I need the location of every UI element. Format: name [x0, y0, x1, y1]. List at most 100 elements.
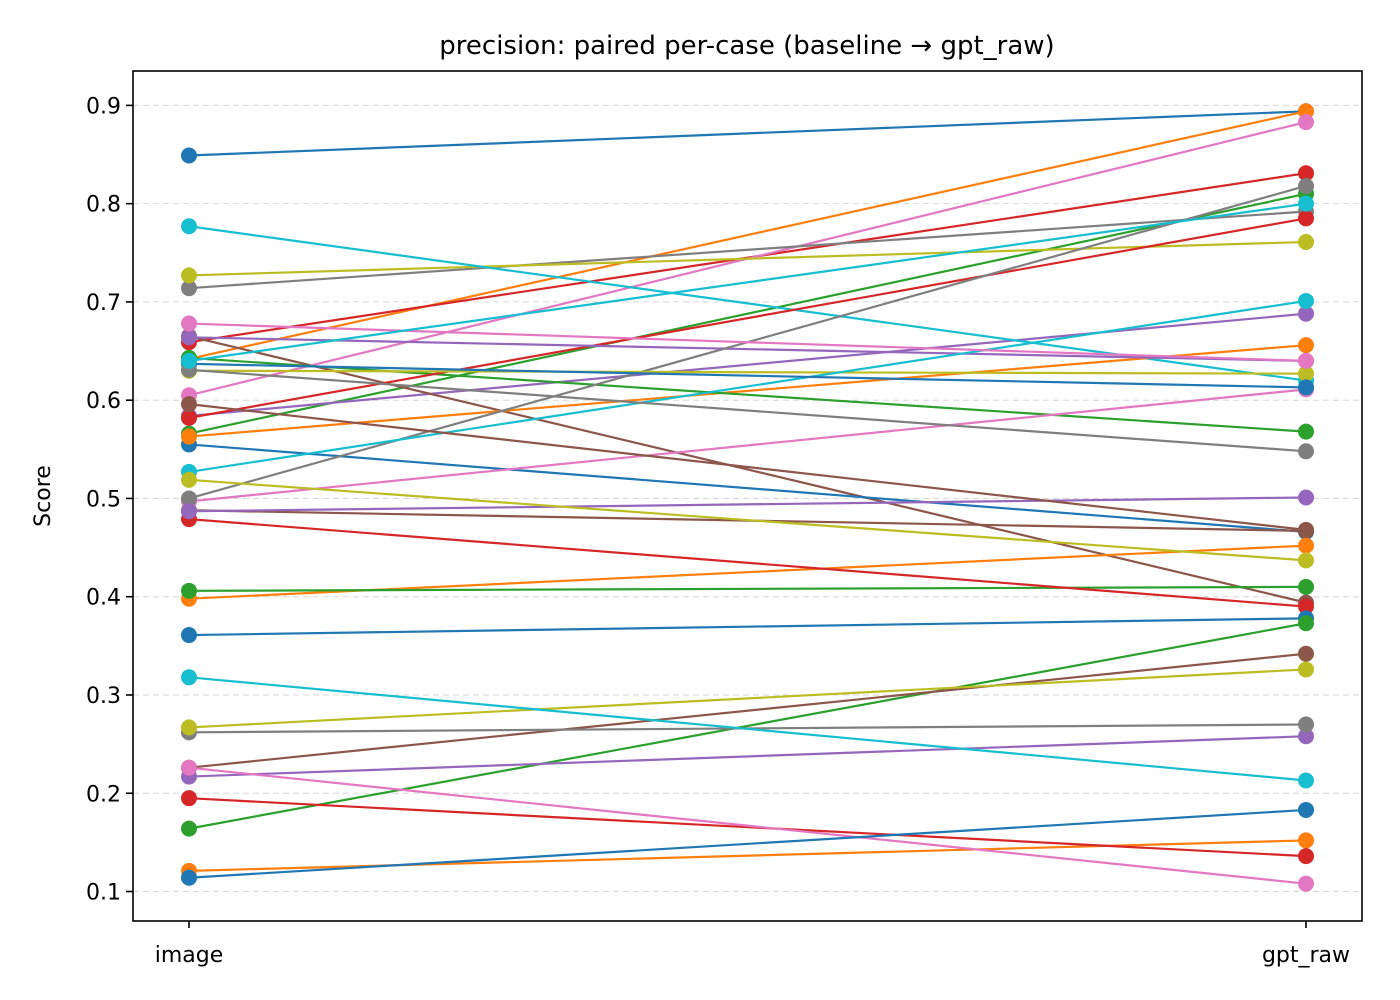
series-line	[188, 388, 1307, 503]
data-point	[1298, 521, 1314, 538]
series-line	[188, 217, 1307, 419]
series-10	[181, 218, 1314, 389]
data-point	[181, 790, 197, 807]
axes-layer: 0.1 0.2 0.3 0.4 0.5 0.6 0.7 0.8 0.9 image gpt_raw	[86, 94, 1350, 968]
x-tick-label: gpt_raw	[1262, 943, 1350, 968]
data-point	[1298, 537, 1314, 554]
plot-frame	[132, 70, 1363, 922]
series-31	[181, 610, 1314, 644]
series-27	[181, 315, 1314, 369]
series-line	[188, 496, 1307, 513]
y-tick-label: 0.1	[86, 881, 121, 906]
data-point	[181, 267, 197, 284]
series-line	[188, 668, 1307, 729]
series-25	[181, 489, 1314, 520]
series-line	[188, 368, 1307, 453]
series-35	[181, 728, 1314, 785]
series-29	[181, 471, 1314, 569]
data-point	[1298, 728, 1314, 745]
data-point	[1298, 379, 1314, 396]
series-33	[181, 615, 1314, 837]
series-line	[188, 336, 1307, 362]
series-line	[188, 192, 1307, 435]
series-line	[188, 652, 1307, 769]
series-13	[181, 349, 1314, 440]
data-point	[181, 669, 197, 686]
data-point	[181, 218, 197, 235]
data-point	[1298, 305, 1314, 322]
data-point	[1298, 365, 1314, 382]
data-point	[1298, 661, 1314, 678]
series-line	[188, 369, 1307, 375]
data-point	[1298, 848, 1314, 865]
series-34	[181, 790, 1314, 865]
data-point	[1298, 598, 1314, 615]
series-line	[188, 797, 1307, 858]
series-line	[188, 110, 1307, 360]
data-point	[181, 759, 197, 776]
data-point	[1298, 645, 1314, 662]
series-line	[188, 403, 1307, 531]
series-9	[181, 233, 1314, 284]
data-point	[181, 582, 197, 599]
data-point	[1298, 443, 1314, 460]
series-line	[188, 344, 1307, 438]
data-point	[181, 147, 197, 164]
data-point	[1298, 801, 1314, 818]
series-line	[188, 443, 1307, 533]
series-12	[181, 337, 1314, 445]
data-point	[1298, 423, 1314, 440]
series-line	[188, 617, 1307, 637]
data-point	[181, 490, 197, 507]
series-line	[188, 676, 1307, 782]
data-point	[181, 396, 197, 413]
y-tick-label: 0.3	[86, 684, 121, 709]
data-point	[1298, 875, 1314, 892]
series-line	[188, 312, 1307, 418]
data-point	[181, 428, 197, 445]
series-line	[188, 622, 1307, 830]
series-40	[181, 669, 1314, 789]
series-14	[181, 210, 1314, 426]
y-tick-label: 0.7	[86, 291, 121, 316]
series-line	[188, 517, 1307, 608]
y-tick-label: 0.8	[86, 193, 121, 218]
grid-layer	[133, 104, 1362, 893]
series-37	[181, 759, 1314, 892]
y-tick-label: 0.6	[86, 389, 121, 414]
series-line	[188, 110, 1307, 157]
data-point	[181, 329, 197, 346]
series-line	[188, 362, 1307, 389]
data-point	[1298, 352, 1314, 369]
series-line	[188, 766, 1307, 885]
series-line	[188, 808, 1307, 879]
series-line	[188, 335, 1307, 604]
series-line	[188, 210, 1307, 290]
series-23	[181, 578, 1314, 599]
series-32	[181, 832, 1314, 879]
series-line	[188, 585, 1307, 592]
series-30	[181, 195, 1314, 369]
data-point	[1298, 578, 1314, 595]
data-point	[181, 280, 197, 297]
data-point	[1298, 489, 1314, 506]
data-point	[181, 820, 197, 837]
series-24	[181, 511, 1314, 615]
series-2	[181, 103, 1314, 367]
data-point	[1298, 195, 1314, 212]
data-point	[181, 869, 197, 886]
data-point	[1298, 165, 1314, 182]
series-line	[188, 322, 1307, 362]
series-layer	[181, 103, 1314, 892]
y-tick-label: 0.2	[86, 782, 121, 807]
y-axis-label: Score	[31, 465, 56, 527]
series-line	[188, 478, 1307, 562]
data-point	[1298, 772, 1314, 789]
data-point	[181, 627, 197, 644]
data-point	[181, 315, 197, 332]
series-26	[181, 396, 1314, 538]
data-point	[1298, 832, 1314, 849]
data-point	[181, 503, 197, 520]
